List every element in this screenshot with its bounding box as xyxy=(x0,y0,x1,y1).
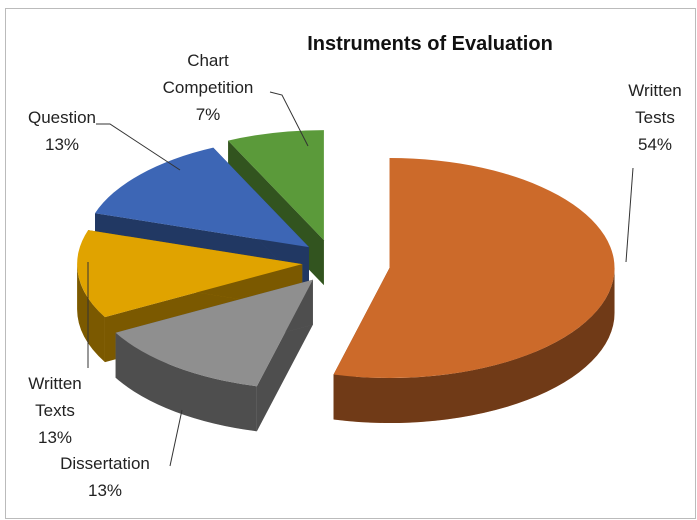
category-label: Written Texts xyxy=(28,374,82,420)
data-label: Written Texts 13% xyxy=(15,370,95,451)
leader-line xyxy=(169,409,183,467)
slice-top xyxy=(228,130,324,241)
data-label: Written Tests 54% xyxy=(610,77,697,158)
slice-top xyxy=(115,279,313,387)
slice-side xyxy=(115,332,257,432)
value-label: 13% xyxy=(37,428,73,447)
category-label: Chart Competition xyxy=(162,51,254,97)
value-label: 13% xyxy=(44,135,80,154)
pie-slice xyxy=(333,158,615,424)
data-label: Dissertation 13% xyxy=(45,450,165,504)
leader-lines xyxy=(87,91,634,467)
value-label: 7% xyxy=(195,105,221,124)
category-label: Question xyxy=(27,108,97,127)
category-label: Written Tests xyxy=(628,81,682,127)
slice-side xyxy=(333,268,615,424)
slice-side xyxy=(77,264,105,363)
data-label: Question 13% xyxy=(12,104,112,158)
leader-line xyxy=(96,123,181,171)
slice-top xyxy=(333,158,615,379)
pie-slice xyxy=(115,279,313,432)
slice-shade xyxy=(115,332,257,432)
category-label: Dissertation xyxy=(60,454,150,473)
leader-line xyxy=(269,91,309,147)
slice-shade xyxy=(333,268,615,424)
value-label: 54% xyxy=(637,135,673,154)
chart-title: Instruments of Evaluation xyxy=(307,33,553,55)
slice-shade xyxy=(77,264,105,363)
leader-line xyxy=(625,167,634,263)
value-label: 13% xyxy=(87,481,123,500)
slice-top xyxy=(77,230,303,318)
slice-top xyxy=(95,147,309,248)
data-label: Chart Competition 7% xyxy=(148,47,268,128)
pie xyxy=(77,130,615,432)
